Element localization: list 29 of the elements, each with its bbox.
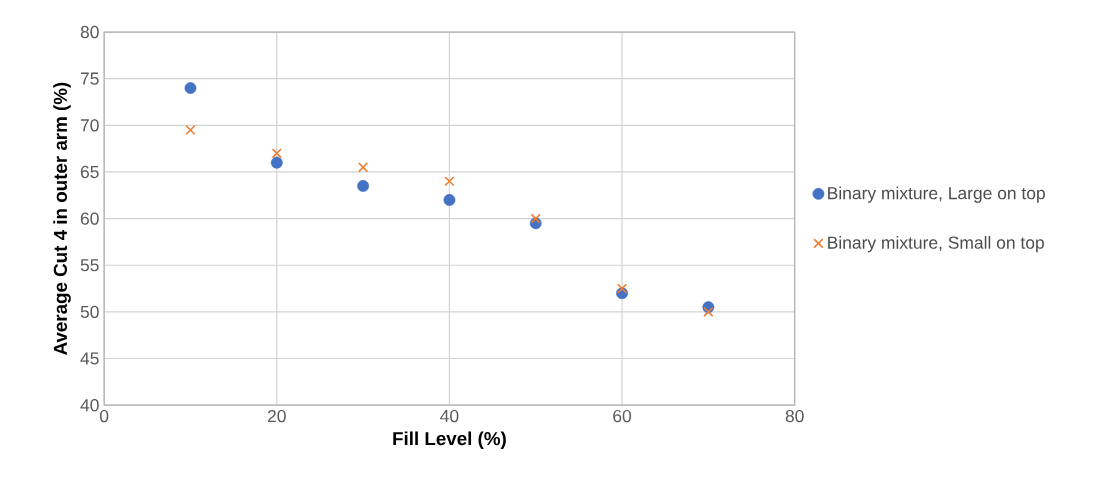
y-tick-label: 55	[80, 259, 99, 272]
point	[358, 162, 369, 173]
x-tick-label: 0	[99, 410, 109, 423]
point	[530, 213, 541, 224]
legend-label: Binary mixture, Large on top	[828, 186, 1045, 203]
y-tick-label: 70	[80, 119, 99, 132]
x-tick-label: 40	[440, 410, 459, 423]
point	[357, 180, 369, 193]
point	[616, 283, 628, 294]
x-tick-label: 20	[267, 410, 286, 423]
y-tick-label: 60	[80, 212, 99, 225]
point	[270, 156, 283, 169]
point	[271, 148, 282, 159]
y-tick-label: 50	[80, 305, 99, 319]
y-axis-title: Average Cut 4 in outer arm (%)	[53, 82, 71, 356]
point	[184, 82, 197, 95]
y-tick-label: 65	[80, 165, 99, 179]
point	[185, 125, 196, 136]
y-tick-label: 75	[80, 72, 99, 85]
y-tick-label: 80	[80, 26, 99, 39]
x-axis-title: Fill Level (%)	[393, 431, 506, 450]
y-tick-label: 40	[80, 399, 99, 412]
point	[444, 176, 455, 187]
y-tick-label: 45	[80, 352, 99, 365]
point	[443, 194, 456, 207]
legend-label: Binary mixture, Small on top	[828, 236, 1044, 253]
x-tick-label: 60	[613, 410, 632, 423]
point	[703, 307, 714, 318]
x-tick-label: 80	[785, 410, 804, 423]
